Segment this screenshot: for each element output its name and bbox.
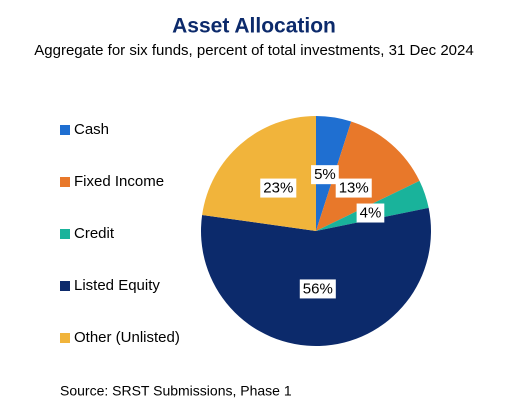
data-label: 4% — [360, 205, 382, 222]
legend-swatch — [60, 177, 70, 187]
legend-label: Credit — [74, 225, 115, 242]
chart-subtitle: Aggregate for six funds, percent of tota… — [34, 42, 473, 59]
legend-label: Cash — [74, 121, 109, 138]
legend-label: Listed Equity — [74, 277, 160, 294]
data-label: 13% — [339, 180, 369, 197]
pie-slice — [200, 207, 431, 347]
data-label: 56% — [303, 280, 333, 297]
legend-label: Fixed Income — [74, 173, 164, 190]
legend-label: Other (Unlisted) — [74, 329, 180, 346]
pie-slice — [316, 121, 420, 231]
legend-swatch — [60, 281, 70, 291]
chart-title: Asset Allocation — [172, 15, 336, 38]
legend-swatch — [60, 229, 70, 239]
data-label-box — [335, 178, 372, 198]
data-label-box — [356, 203, 385, 223]
data-label: 5% — [314, 166, 336, 183]
legend-swatch — [60, 333, 70, 343]
data-label-box — [260, 178, 297, 198]
data-label-box — [311, 165, 339, 185]
pie-slice — [202, 116, 316, 231]
data-label-box — [299, 279, 336, 299]
data-label: 23% — [263, 180, 293, 197]
legend-swatch — [60, 125, 70, 135]
source-note: Source: SRST Submissions, Phase 1 — [60, 383, 292, 399]
